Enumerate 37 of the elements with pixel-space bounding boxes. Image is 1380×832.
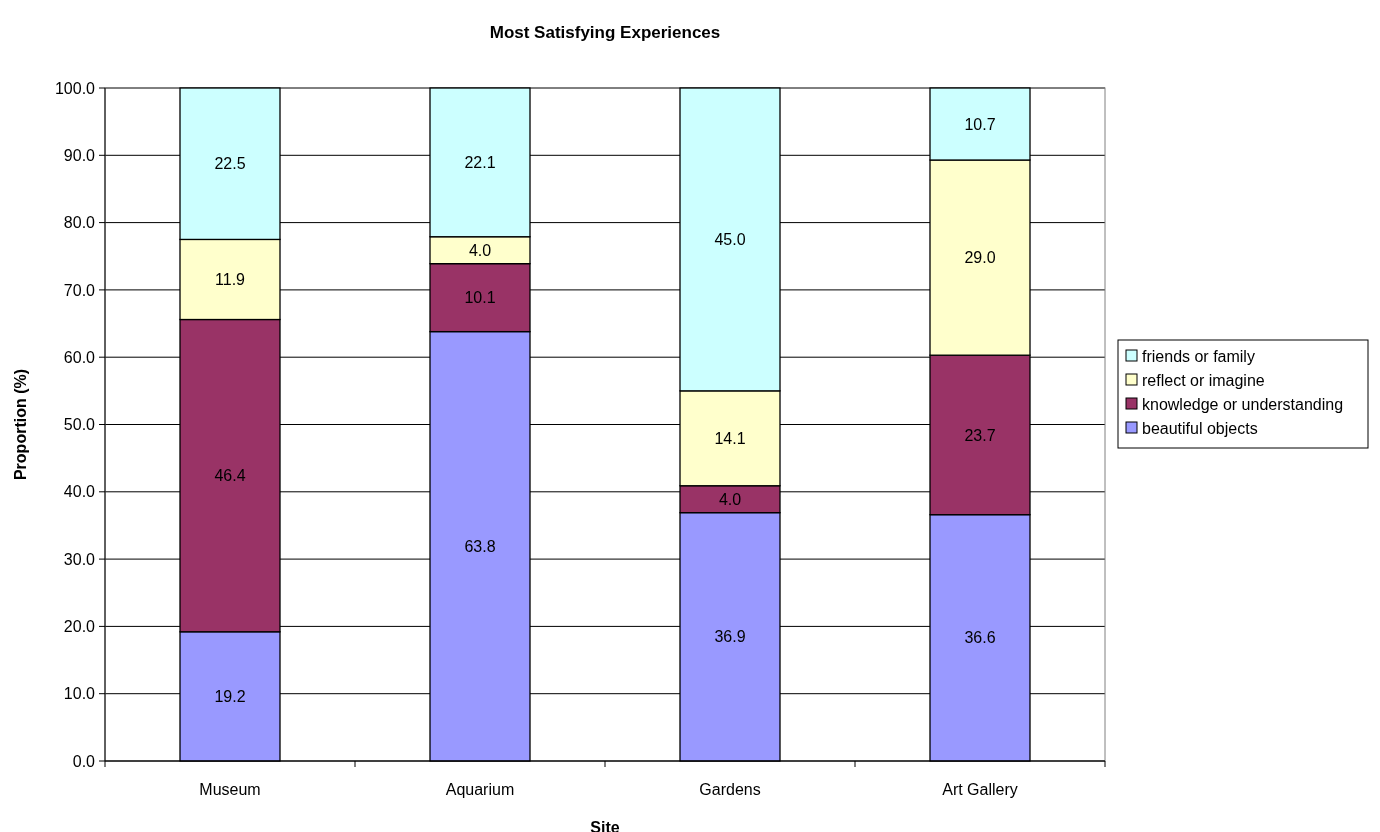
data-label: 46.4 bbox=[214, 467, 246, 485]
data-label: 63.8 bbox=[464, 537, 496, 555]
y-tick-label: 100.0 bbox=[54, 79, 96, 97]
data-label: 4.0 bbox=[468, 241, 492, 259]
x-tick-label: Art Gallery bbox=[942, 781, 1018, 798]
legend-label: friends or family bbox=[1142, 347, 1255, 365]
chart-title: Most Satisfying Experiences bbox=[489, 23, 721, 42]
y-tick-label: 80.0 bbox=[63, 214, 96, 232]
x-tick-label: Museum bbox=[199, 781, 261, 798]
data-label: 19.2 bbox=[214, 687, 246, 705]
data-label: 11.9 bbox=[215, 271, 246, 289]
y-tick-label: 60.0 bbox=[63, 348, 96, 366]
y-tick-label: 10.0 bbox=[63, 685, 96, 703]
legend-label: beautiful objects bbox=[1142, 419, 1258, 437]
y-tick-label: 0.0 bbox=[72, 752, 96, 770]
data-label: 14.1 bbox=[714, 429, 746, 447]
y-tick-label: 20.0 bbox=[63, 618, 96, 635]
legend-label: knowledge or understanding bbox=[1142, 395, 1344, 413]
data-label: 10.1 bbox=[464, 289, 496, 307]
data-label: 23.7 bbox=[964, 426, 996, 444]
y-axis-title: Proportion (%) bbox=[12, 368, 29, 481]
y-tick-label: 30.0 bbox=[63, 550, 96, 568]
data-label: 4.0 bbox=[718, 490, 742, 508]
y-tick-label: 50.0 bbox=[63, 416, 96, 434]
y-tick-label: 70.0 bbox=[63, 281, 96, 299]
y-tick-label: 40.0 bbox=[63, 483, 96, 501]
x-tick-label: Aquarium bbox=[445, 781, 515, 798]
y-tick-label: 90.0 bbox=[63, 146, 96, 164]
data-label: 36.9 bbox=[714, 628, 746, 646]
data-label: 36.6 bbox=[964, 629, 996, 647]
data-label: 29.0 bbox=[964, 249, 996, 267]
data-label: 22.5 bbox=[214, 155, 246, 173]
data-label: 10.7 bbox=[964, 115, 996, 133]
data-label: 45.0 bbox=[714, 231, 746, 249]
data-label: 22.1 bbox=[464, 153, 496, 171]
legend-label: reflect or imagine bbox=[1142, 371, 1265, 389]
x-tick-label: Gardens bbox=[699, 781, 761, 798]
